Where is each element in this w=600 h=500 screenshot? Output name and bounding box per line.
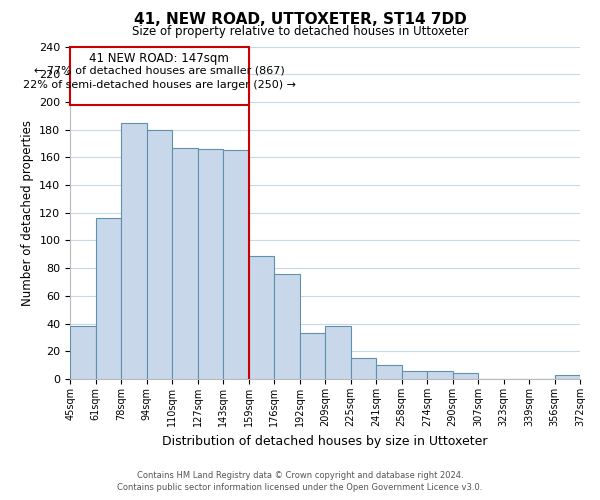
Bar — [427, 370, 452, 379]
Bar — [223, 150, 248, 379]
Bar — [299, 334, 325, 379]
Bar — [70, 326, 95, 379]
Y-axis label: Number of detached properties: Number of detached properties — [20, 120, 34, 306]
Text: Size of property relative to detached houses in Uttoxeter: Size of property relative to detached ho… — [131, 25, 469, 38]
Bar — [325, 326, 350, 379]
Text: ← 77% of detached houses are smaller (867): ← 77% of detached houses are smaller (86… — [34, 66, 285, 76]
Bar — [121, 122, 146, 379]
Bar — [146, 130, 172, 379]
Text: 41, NEW ROAD, UTTOXETER, ST14 7DD: 41, NEW ROAD, UTTOXETER, ST14 7DD — [134, 12, 466, 28]
Text: 41 NEW ROAD: 147sqm: 41 NEW ROAD: 147sqm — [89, 52, 229, 65]
Text: 22% of semi-detached houses are larger (250) →: 22% of semi-detached houses are larger (… — [23, 80, 296, 90]
Bar — [70, 46, 248, 104]
Bar — [376, 365, 401, 379]
Bar — [274, 274, 299, 379]
Bar — [452, 374, 478, 379]
Bar — [401, 370, 427, 379]
Bar — [197, 149, 223, 379]
Text: Contains HM Land Registry data © Crown copyright and database right 2024.
Contai: Contains HM Land Registry data © Crown c… — [118, 471, 482, 492]
Bar — [95, 218, 121, 379]
Bar — [554, 375, 580, 379]
Bar — [248, 256, 274, 379]
Bar — [172, 148, 197, 379]
X-axis label: Distribution of detached houses by size in Uttoxeter: Distribution of detached houses by size … — [163, 434, 488, 448]
Bar — [350, 358, 376, 379]
